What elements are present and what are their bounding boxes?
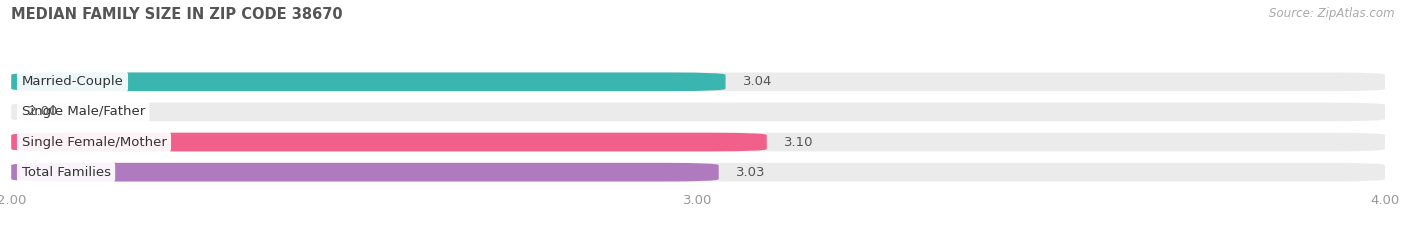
- Text: Married-Couple: Married-Couple: [21, 75, 124, 88]
- Text: Source: ZipAtlas.com: Source: ZipAtlas.com: [1270, 7, 1395, 20]
- Text: 3.04: 3.04: [742, 75, 772, 88]
- FancyBboxPatch shape: [11, 133, 766, 151]
- FancyBboxPatch shape: [11, 72, 725, 91]
- Text: Total Families: Total Families: [21, 166, 111, 179]
- FancyBboxPatch shape: [11, 163, 1385, 182]
- Text: Single Female/Mother: Single Female/Mother: [21, 136, 166, 149]
- Text: 3.03: 3.03: [735, 166, 765, 179]
- Text: 2.00: 2.00: [28, 105, 58, 118]
- FancyBboxPatch shape: [11, 72, 1385, 91]
- Text: 3.10: 3.10: [785, 136, 814, 149]
- FancyBboxPatch shape: [11, 103, 1385, 121]
- Text: MEDIAN FAMILY SIZE IN ZIP CODE 38670: MEDIAN FAMILY SIZE IN ZIP CODE 38670: [11, 7, 343, 22]
- FancyBboxPatch shape: [11, 133, 1385, 151]
- Text: Single Male/Father: Single Male/Father: [21, 105, 145, 118]
- FancyBboxPatch shape: [11, 163, 718, 182]
